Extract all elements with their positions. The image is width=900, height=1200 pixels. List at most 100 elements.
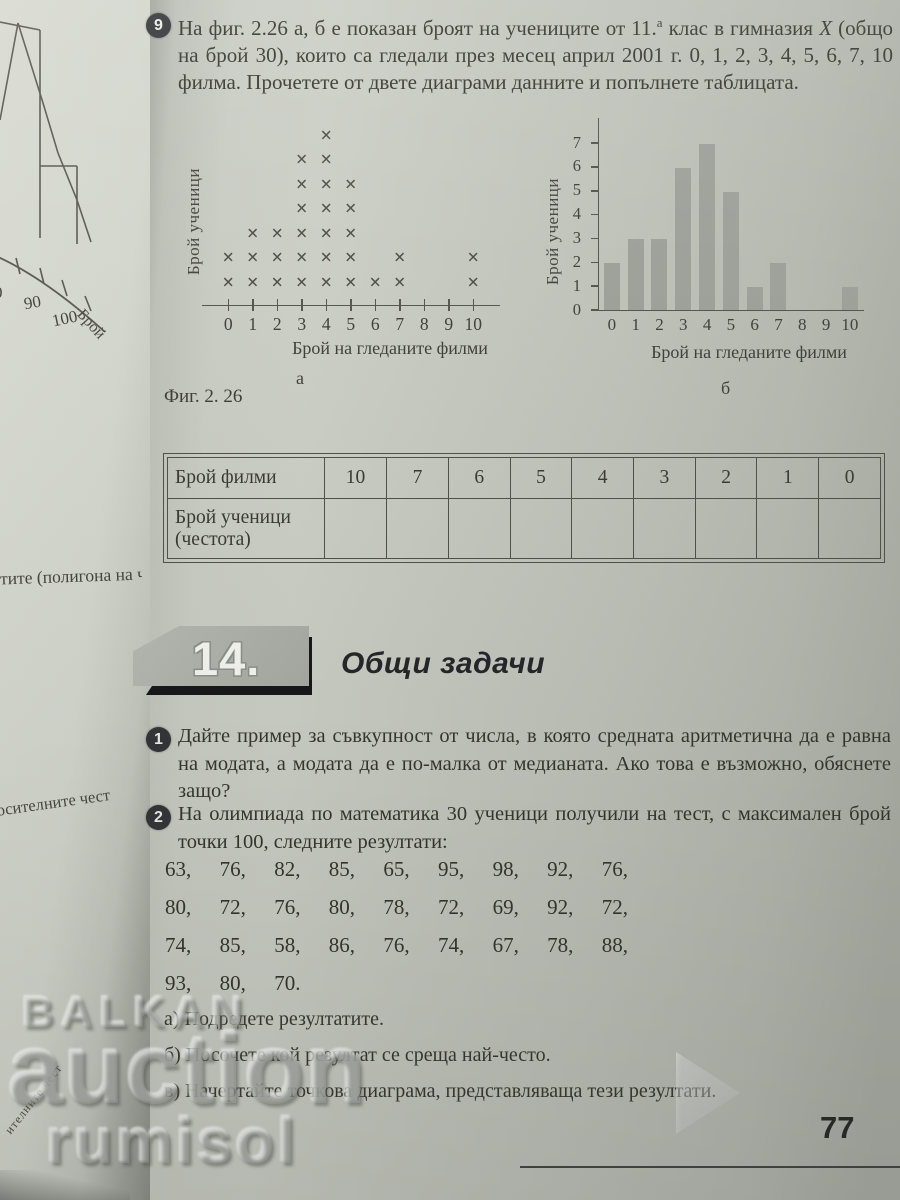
x-mark: × xyxy=(222,269,235,294)
bar-chart-panel-label: б xyxy=(721,378,731,398)
bar-slot xyxy=(743,287,767,310)
bar-slot xyxy=(695,144,719,310)
x-mark: × xyxy=(320,171,333,196)
table-label-students-line1: Брой ученици xyxy=(175,506,291,528)
bar-slot xyxy=(600,263,624,310)
dot-plot-column: × × × × × × xyxy=(290,122,315,294)
axis-tick xyxy=(276,299,279,311)
table-cell-students-empty xyxy=(694,498,758,559)
axis-tick-label: 2 xyxy=(572,251,581,271)
result-value: 63, xyxy=(165,857,192,881)
x-mark: × xyxy=(271,220,284,245)
results-row: 93, 80, 70. xyxy=(165,971,656,1009)
x-mark: × xyxy=(295,220,308,245)
section-header-shadow xyxy=(146,685,312,695)
result-value: 65, xyxy=(383,857,410,881)
table-cell-students-empty xyxy=(633,498,696,559)
result-value: 78, xyxy=(547,933,574,957)
left-page-text-fragment: тите (полигона на ч xyxy=(0,563,143,589)
x-mark: × xyxy=(246,269,259,294)
axis-tick xyxy=(448,299,450,311)
dot-plot-column: × × × xyxy=(241,122,266,294)
table-cell-students-empty xyxy=(818,498,881,559)
dot-plot-column: × × × × × xyxy=(339,122,364,294)
axis-tick xyxy=(350,299,352,311)
problem9-gymnasium-x: X xyxy=(819,16,833,40)
bar-chart-bars xyxy=(600,116,862,310)
result-value: 78, xyxy=(383,895,410,919)
bar xyxy=(651,239,668,310)
left-page-partial-chart xyxy=(0,21,106,333)
axis-tick-label: 3 xyxy=(297,314,307,334)
x-mark: × xyxy=(295,147,308,171)
problem2-number-badge: 2 xyxy=(146,805,171,830)
axis-tick xyxy=(252,299,254,311)
bar-chart-x-axis-line xyxy=(598,310,864,311)
dot-plot-column xyxy=(412,122,437,294)
x-mark: × xyxy=(246,220,259,245)
problem9-number-badge: 9 xyxy=(146,13,171,38)
frequency-table: Брой филми 10 7 6 5 4 3 2 1 0 Брой ученици (чест… xyxy=(163,453,885,563)
axis-tick-label: 1 xyxy=(631,315,640,334)
axis-tick-label: 0 xyxy=(572,299,581,319)
problem9-text: На фиг. 2.26 а, б е показан броят на уче… xyxy=(178,9,893,96)
table-label-students-line2: (честота) xyxy=(175,528,251,550)
result-value: 86, xyxy=(328,933,356,957)
axis-tick-label: 8 xyxy=(798,315,807,334)
section-title: Общи задачи xyxy=(341,647,546,680)
axis-tick-label: 2 xyxy=(655,315,664,334)
result-value: 74, xyxy=(165,933,192,957)
x-mark: × xyxy=(320,196,333,220)
problem2-results-grid: 63, 76, 82, 85, 65, 95, 98, 92, 76, 80, 72, 76, 80, 7… xyxy=(165,857,656,1009)
section-number: 14. xyxy=(192,632,261,685)
result-value: 85, xyxy=(328,857,356,881)
axis-tick-label: 10 xyxy=(464,314,483,334)
bar xyxy=(699,144,716,310)
dot-plot-columns: × × × × × × × × × × × × × × × × × × × × × × × × × × × × × × × xyxy=(216,122,486,294)
figure-caption: Фиг. 2. 26 xyxy=(164,386,243,407)
result-value: 92, xyxy=(547,857,574,881)
result-value: 72, xyxy=(437,895,465,919)
page-corner-shadow xyxy=(0,1170,130,1200)
result-value: 95, xyxy=(437,857,465,881)
dot-plot-x-tick-labels: 0 1 2 3 4 5 6 7 8 9 10 xyxy=(216,314,486,335)
axis-tick-label: 9 xyxy=(821,315,831,334)
x-mark: × xyxy=(295,245,308,269)
dot-plot-column: × × × × × × × xyxy=(314,122,339,294)
result-value: 80, xyxy=(219,971,246,995)
x-mark: × xyxy=(344,245,357,269)
dot-plot-x-axis-title: Брой на гледаните филми xyxy=(292,338,488,358)
left-facing-page: 0 90 100 Брой тите (полигона на ч осител… xyxy=(0,0,150,1200)
axis-tick-label: 4 xyxy=(572,204,581,224)
table-cell-films: 3 xyxy=(633,457,696,499)
result-value: 80, xyxy=(328,895,356,919)
dot-plot-x-axis-ticks xyxy=(216,299,486,312)
problem2-subitem: а) Подредете резултатите. xyxy=(164,1008,384,1030)
axis-tick xyxy=(423,299,426,311)
axis-tick-label: 5 xyxy=(346,314,356,334)
results-row: 80, 72, 76, 80, 78, 72, 69, 92, 72, xyxy=(165,895,656,933)
axis-tick-label: 6 xyxy=(572,156,581,176)
dot-plot-column xyxy=(437,122,462,294)
dot-plot-column: × xyxy=(363,122,388,294)
x-mark: × xyxy=(369,269,382,294)
x-mark: × xyxy=(320,122,333,147)
x-mark: × xyxy=(295,171,308,196)
section-header-box xyxy=(133,626,309,686)
axis-tick-label: 7 xyxy=(395,314,405,334)
left-page-xtick: 90 xyxy=(22,291,43,314)
axis-tick xyxy=(591,213,599,216)
axis-tick-label: 5 xyxy=(572,180,581,200)
x-mark: × xyxy=(295,196,308,220)
table-row-students: Брой ученици (честота) xyxy=(167,498,881,559)
dot-plot-y-axis-label: Брой ученици xyxy=(184,168,203,276)
bar-slot xyxy=(767,263,791,310)
bar-chart-x-axis-title: Брой на гледаните филми xyxy=(651,342,847,362)
result-value: 93, xyxy=(165,971,192,995)
table-label-students: Брой ученици (честота) xyxy=(167,498,325,559)
table-cell-films: 2 xyxy=(694,457,758,499)
x-mark: × xyxy=(393,245,406,269)
axis-tick-label: 2 xyxy=(272,314,282,334)
bar xyxy=(675,167,692,310)
